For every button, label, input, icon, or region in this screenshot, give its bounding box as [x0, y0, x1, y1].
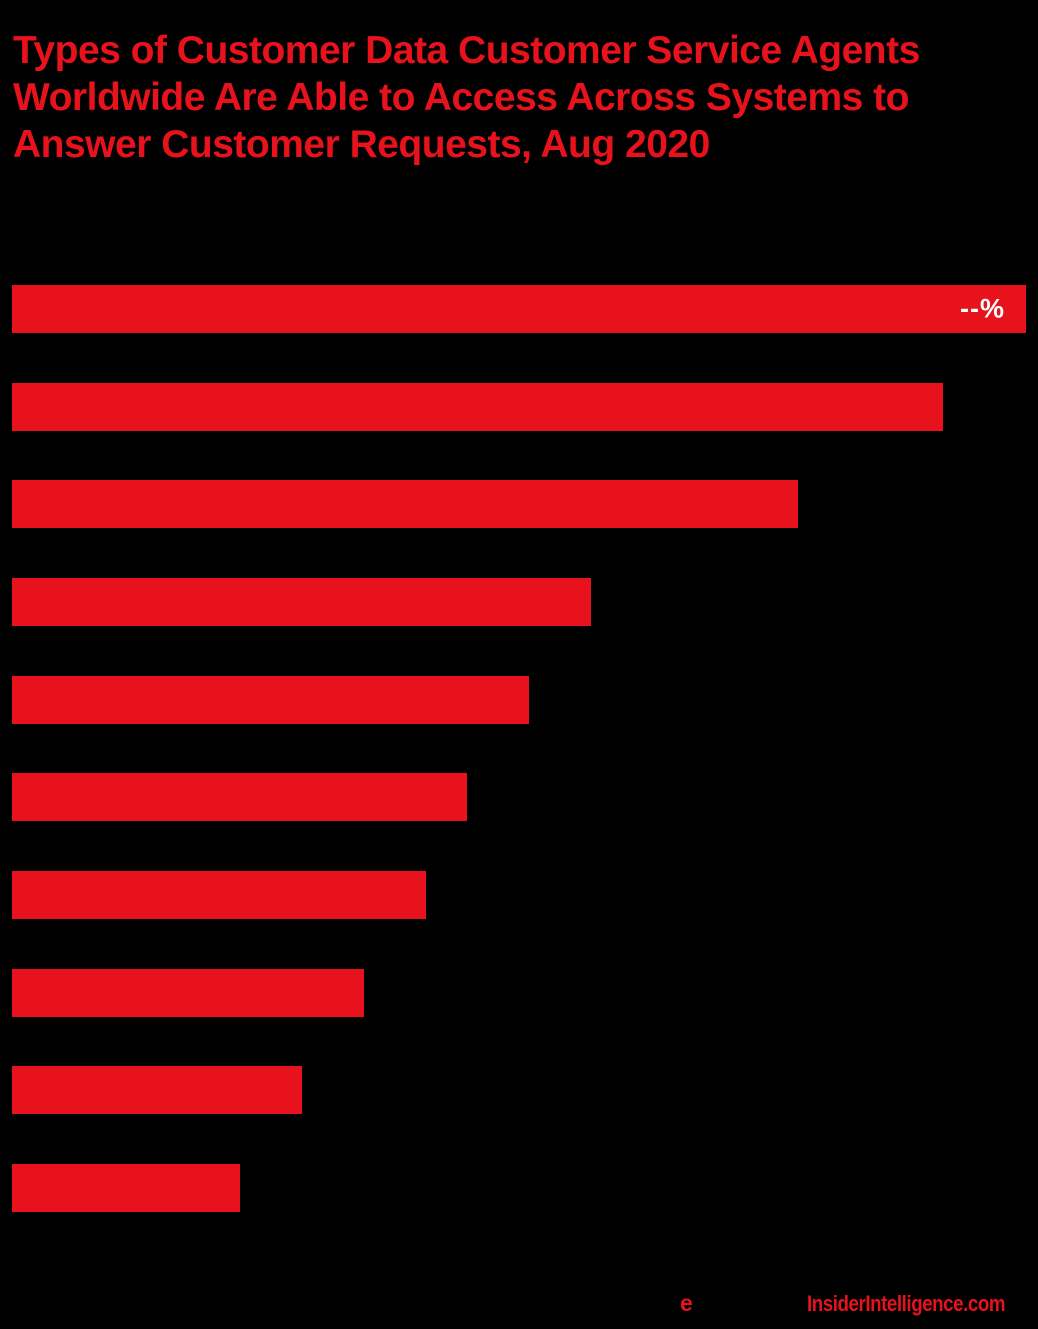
bar-row-3 — [12, 480, 798, 528]
chart-title-line-2: Worldwide Are Able to Access Across Syst… — [13, 76, 909, 119]
bar-row-7 — [12, 871, 426, 919]
chart-title: Types of Customer Data Customer Service … — [13, 27, 1025, 168]
bar-row-10 — [12, 1164, 240, 1212]
insider-intelligence-url: InsiderIntelligence.com — [807, 1291, 1006, 1316]
bar-row-8 — [12, 969, 364, 1017]
bar-row-5 — [12, 676, 529, 724]
bar-row-1: --% — [12, 285, 1026, 333]
bar-row-9 — [12, 1066, 302, 1114]
footer: e InsiderIntelligence.com — [0, 1288, 1038, 1318]
chart-title-line-3: Answer Customer Requests, Aug 2020 — [13, 123, 710, 166]
bar-row-2 — [12, 383, 943, 431]
emarketer-logo-e: e — [680, 1290, 693, 1316]
bar-row-4 — [12, 578, 591, 626]
bar-chart: --% — [12, 285, 1026, 1213]
bar-row-6 — [12, 773, 467, 821]
bar-value-label: --% — [960, 293, 1005, 324]
chart-title-line-1: Types of Customer Data Customer Service … — [13, 29, 920, 72]
